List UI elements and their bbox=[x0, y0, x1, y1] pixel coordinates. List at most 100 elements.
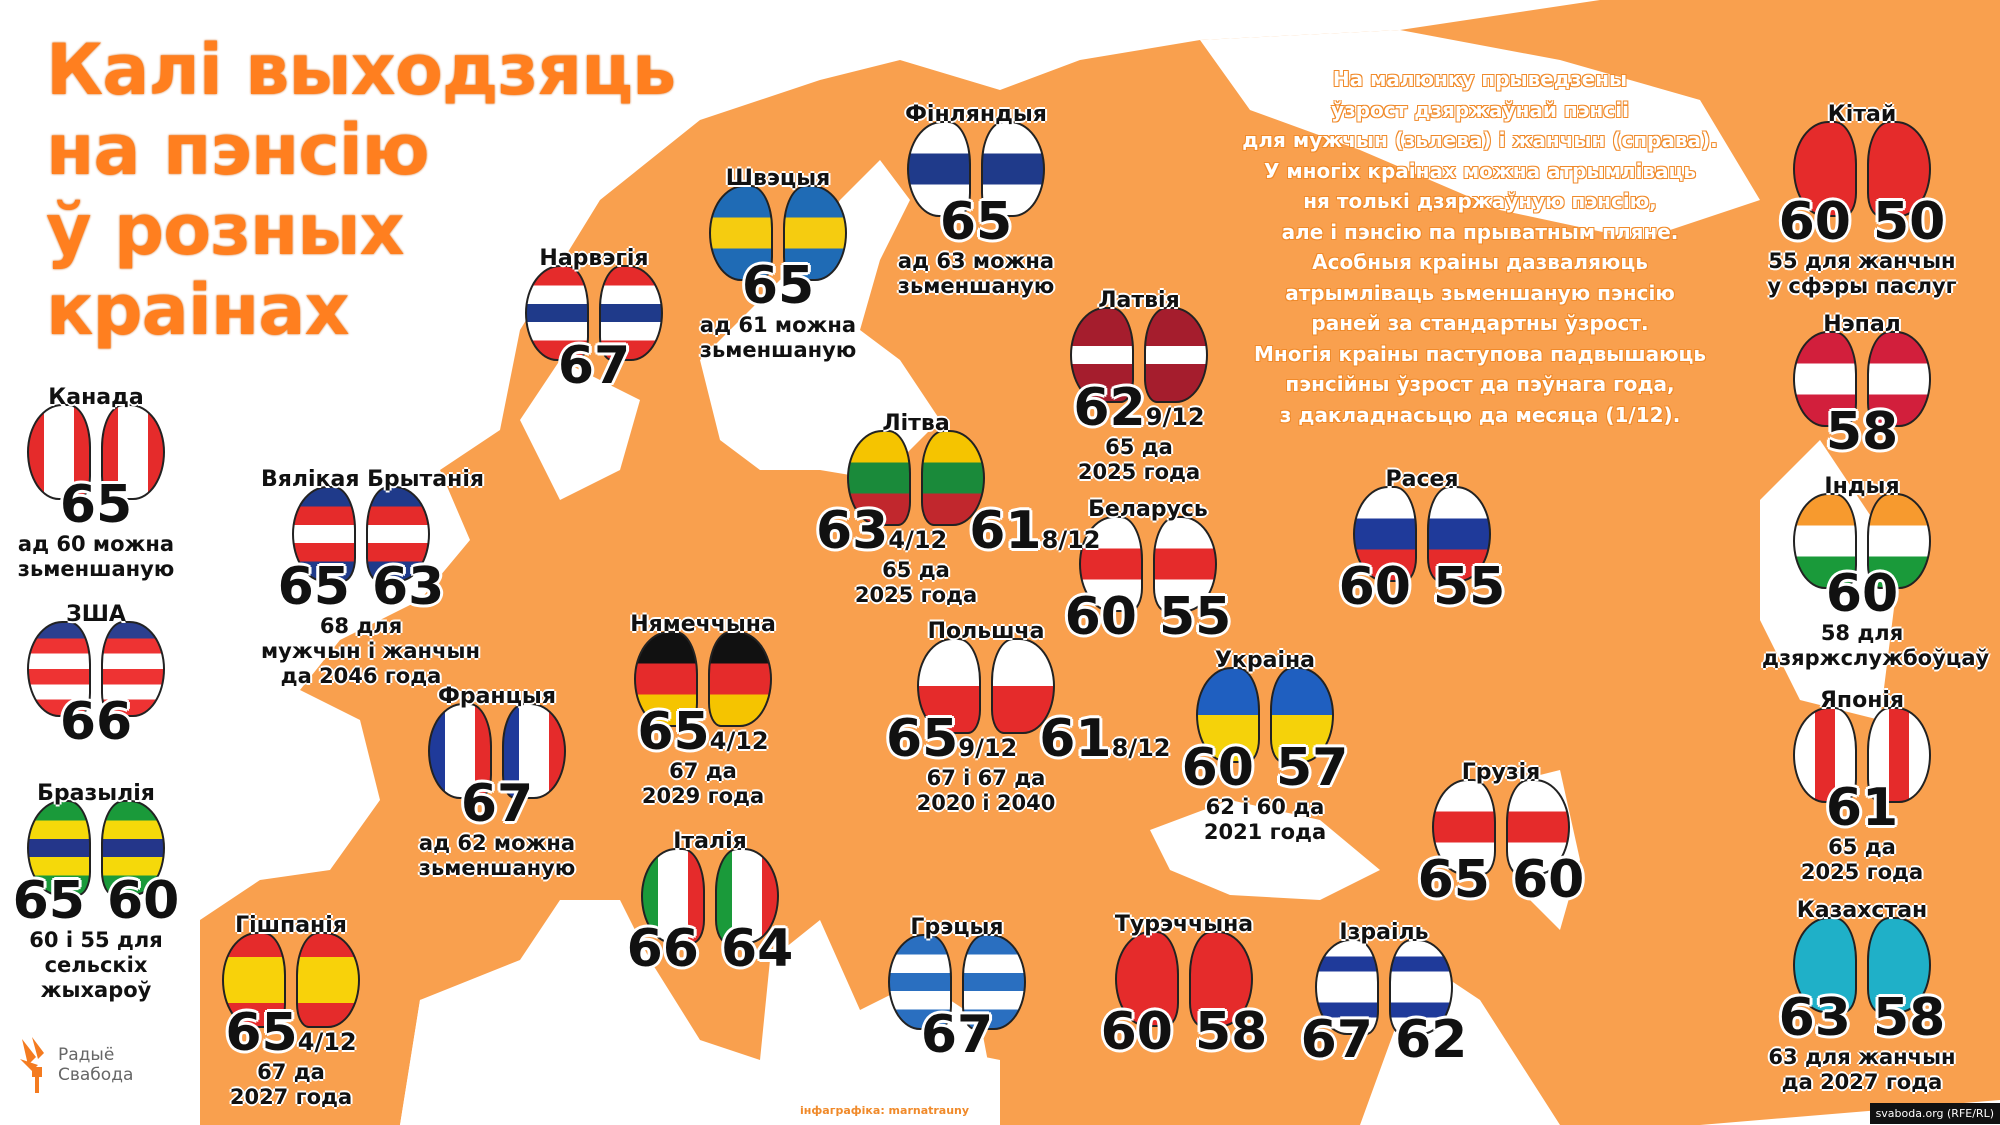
country-marker: Швэцыя 65 ад 61 можна зьменшаную bbox=[678, 166, 878, 363]
retirement-ages: 67 bbox=[397, 777, 597, 831]
info-line: раней за стандартны ўзрост. bbox=[1311, 311, 1649, 335]
retirement-ages: 60 55 bbox=[1322, 560, 1522, 614]
country-note: да 2027 года bbox=[1781, 1070, 1943, 1094]
country-note: 2025 года bbox=[1800, 860, 1924, 884]
retirement-ages: 60 55 bbox=[1048, 590, 1248, 644]
women-age: 55 bbox=[1433, 557, 1506, 617]
country-note: зьменшаную bbox=[699, 338, 857, 362]
retirement-ages: 65 60 bbox=[0, 874, 196, 928]
male-head-flag-icon bbox=[1432, 779, 1496, 875]
info-line: але і пэнсію па прыватным пляне. bbox=[1281, 219, 1679, 244]
country-name: Літва bbox=[882, 411, 950, 436]
men-age-months: 9/12 bbox=[1145, 403, 1205, 431]
country-marker: Францыя 67 ад 62 можна зьменшаную bbox=[397, 684, 597, 881]
flag-heads bbox=[1426, 779, 1576, 879]
female-head-flag-icon bbox=[366, 486, 430, 582]
women-age: 55 bbox=[1159, 587, 1232, 647]
men-age: 67 bbox=[1300, 1010, 1373, 1070]
country-name: Гішпанія bbox=[235, 913, 347, 938]
country-name: Індыя bbox=[1824, 474, 1900, 499]
flag-heads bbox=[635, 848, 785, 948]
country-marker: Нямеччына 654/12 67 да 2029 года bbox=[603, 612, 803, 809]
country-marker: ЗША 66 bbox=[0, 602, 196, 749]
retirement-ages: 659/12 618/12 bbox=[886, 709, 1171, 769]
flag-heads bbox=[21, 404, 171, 504]
retirement-ages: 67 bbox=[857, 1008, 1057, 1062]
retirement-ages: 66 64 bbox=[610, 922, 810, 976]
flag-heads bbox=[519, 265, 669, 365]
female-head-flag-icon bbox=[1867, 331, 1931, 427]
men-age: 60 bbox=[1338, 557, 1411, 617]
women-age-months: 8/12 bbox=[1111, 734, 1171, 762]
men-age: 66 bbox=[59, 692, 133, 752]
country-marker: Расея 60 55 bbox=[1322, 467, 1522, 614]
women-age-months: 8/12 bbox=[1041, 526, 1101, 554]
title-line: ў розных bbox=[46, 189, 405, 271]
country-name: Вялікая Брытанія bbox=[261, 467, 484, 492]
female-head-flag-icon bbox=[1867, 917, 1931, 1013]
country-note: 55 для жанчын bbox=[1768, 249, 1956, 273]
men-age: 65 bbox=[12, 871, 85, 931]
men-age-months: 9/12 bbox=[958, 734, 1018, 762]
country-marker: Польшча 659/12 618/12 67 і 67 да 2020 і 2040 bbox=[886, 619, 1171, 816]
men-age: 62 bbox=[1073, 378, 1146, 438]
retirement-ages: 67 62 bbox=[1284, 1013, 1484, 1067]
country-note: 67 і 67 да bbox=[926, 766, 1046, 790]
country-note: ад 60 можна bbox=[17, 532, 175, 556]
info-line: пэнсійны ўзрост да пэўнага года, bbox=[1285, 372, 1675, 396]
retirement-ages: 66 bbox=[0, 695, 196, 749]
female-head-flag-icon bbox=[1389, 939, 1453, 1035]
men-age: 60 bbox=[1825, 564, 1899, 624]
country-note: зьменшаную bbox=[418, 856, 576, 880]
flag-heads bbox=[703, 185, 853, 285]
country-note: ад 61 можна bbox=[699, 313, 857, 337]
country-marker: Казахстан 63 58 63 для жанчын да 2027 года bbox=[1762, 898, 1962, 1095]
logo-torch-icon bbox=[20, 1037, 44, 1093]
title-line: на пэнсію bbox=[46, 109, 430, 191]
country-name: ЗША bbox=[66, 602, 126, 627]
flag-heads bbox=[21, 800, 171, 900]
male-head-flag-icon bbox=[917, 638, 981, 734]
retirement-ages: 65 60 bbox=[1401, 853, 1601, 907]
info-line: для мужчын (зьлева) і жанчын (справа). bbox=[1242, 128, 1718, 152]
country-name: Расея bbox=[1385, 467, 1459, 492]
country-name: Швэцыя bbox=[725, 166, 831, 191]
page-title: Калі выходзяць на пэнсію ў розных краіна… bbox=[46, 30, 676, 350]
female-head-flag-icon bbox=[101, 800, 165, 896]
flag-heads bbox=[1309, 939, 1459, 1039]
male-head-flag-icon bbox=[634, 631, 698, 727]
country-note: 63 для жанчын bbox=[1768, 1045, 1956, 1069]
country-name: Нэпал bbox=[1823, 312, 1901, 337]
flag-heads bbox=[1787, 917, 1937, 1017]
male-head-flag-icon bbox=[1079, 516, 1143, 612]
female-head-flag-icon bbox=[1270, 667, 1334, 763]
men-age-months: 4/12 bbox=[888, 526, 948, 554]
male-head-flag-icon bbox=[1353, 486, 1417, 582]
sea-mediterranean bbox=[400, 960, 1000, 1125]
men-age: 60 bbox=[1778, 192, 1851, 252]
country-name: Італія bbox=[673, 829, 747, 854]
flag-heads bbox=[901, 121, 1051, 221]
flag-heads bbox=[1073, 516, 1223, 616]
retirement-ages: 60 50 bbox=[1762, 195, 1962, 249]
women-age: 50 bbox=[1873, 192, 1946, 252]
flag-heads bbox=[911, 638, 1061, 738]
flag-heads bbox=[1190, 667, 1340, 767]
country-marker: Канада 65 ад 60 можна зьменшаную bbox=[0, 385, 196, 582]
country-name: Нарвэгія bbox=[539, 246, 649, 271]
female-head-flag-icon bbox=[101, 621, 165, 717]
men-age: 61 bbox=[1825, 778, 1899, 838]
flag-heads bbox=[841, 430, 991, 530]
men-age: 65 bbox=[886, 709, 959, 769]
country-note: 58 для bbox=[1820, 621, 1904, 645]
country-marker: Літва 634/12 618/12 65 да 2025 года bbox=[816, 411, 1101, 608]
retirement-ages: 60 58 bbox=[1084, 1005, 1284, 1059]
male-head-flag-icon bbox=[27, 404, 91, 500]
logo-line: Радыё bbox=[58, 1045, 115, 1065]
retirement-ages: 65 bbox=[876, 195, 1076, 249]
flag-heads bbox=[628, 631, 778, 731]
female-head-flag-icon bbox=[981, 121, 1045, 217]
country-name: Канада bbox=[48, 385, 144, 410]
men-age: 65 bbox=[1417, 850, 1490, 910]
male-head-flag-icon bbox=[1793, 707, 1857, 803]
